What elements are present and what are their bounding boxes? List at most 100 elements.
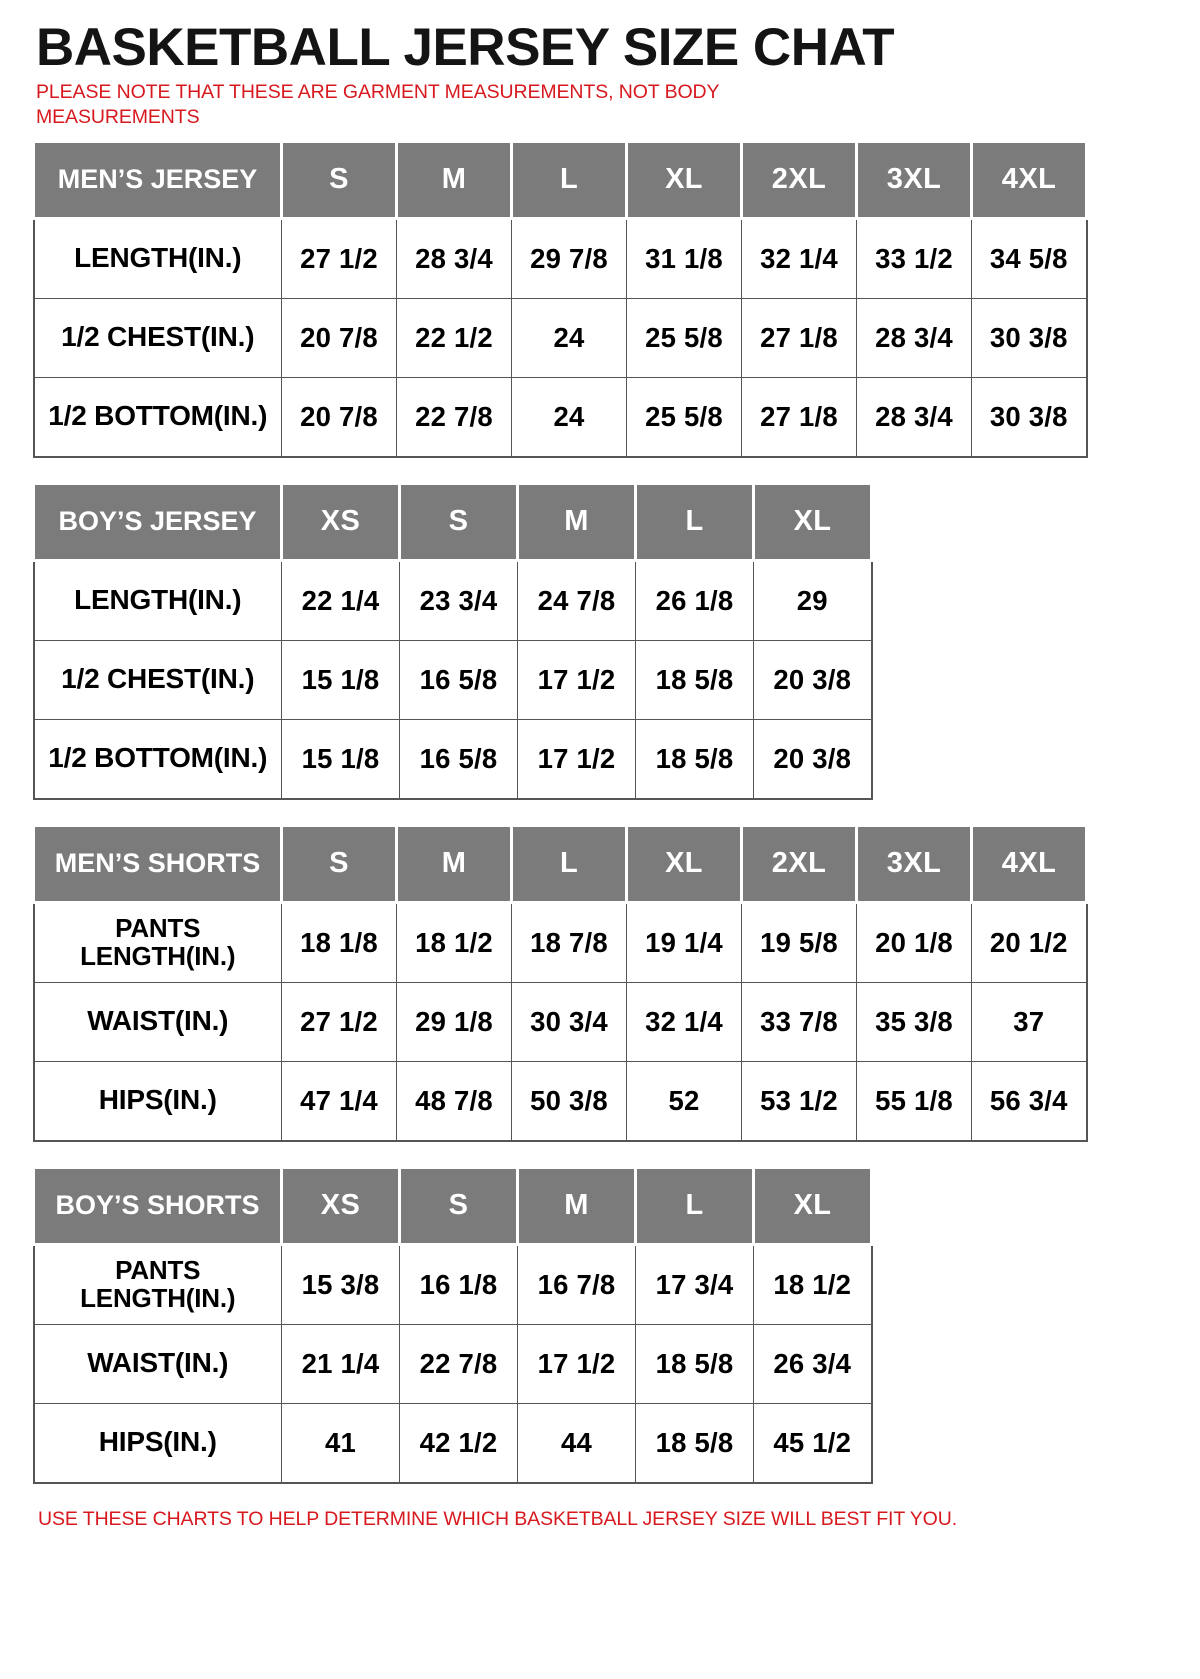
measurement-cell: 26 3/4 (753, 1323, 872, 1404)
measurement-cell: 25 5/8 (626, 297, 742, 378)
measurement-cell: 18 1/8 (281, 901, 397, 983)
measurement-cell: 32 1/4 (626, 981, 742, 1062)
measurement-row-label: LENGTH(IN.) (33, 217, 282, 299)
table-row: LENGTH(IN.) 22 1/4 23 3/4 24 7/8 26 1/8 29 (33, 559, 872, 641)
measurement-note: PLEASE NOTE THAT THESE ARE GARMENT MEASU… (36, 80, 720, 128)
measurement-cell: 16 5/8 (399, 639, 518, 720)
measurement-row-label: 1/2 BOTTOM(IN.) (33, 718, 282, 800)
measurement-cell: 17 1/2 (517, 639, 636, 720)
table-row: LENGTH(IN.) 27 1/2 28 3/4 29 7/8 31 1/8 32 1/… (33, 217, 1087, 299)
measurement-cell: 17 1/2 (517, 718, 636, 800)
table-row: 1/2 CHEST(IN.) 20 7/8 22 1/2 24 25 5/8 27 1/8… (33, 297, 1087, 378)
table-row: 1/2 CHEST(IN.) 15 1/8 16 5/8 17 1/2 18 5/8 20… (33, 639, 872, 720)
size-column-header-l: L (634, 1165, 755, 1246)
measurement-row-label: HIPS(IN.) (33, 1060, 282, 1142)
measurement-cell: 21 1/4 (281, 1323, 400, 1404)
measurement-cell: 18 5/8 (635, 1323, 754, 1404)
measurement-cell: 30 3/8 (971, 376, 1087, 458)
measurement-cell: 29 7/8 (511, 217, 627, 299)
measurement-cell: 37 (971, 981, 1087, 1062)
measurement-cell: 24 7/8 (517, 559, 636, 641)
table-row: 1/2 BOTTOM(IN.) 20 7/8 22 7/8 24 25 5/8 27 1/… (33, 376, 1087, 458)
measurement-cell: 19 1/4 (626, 901, 742, 983)
table-corner-label: MEN’S JERSEY (32, 139, 283, 220)
measurement-cell: 20 1/8 (856, 901, 972, 983)
measurement-cell: 42 1/2 (399, 1402, 518, 1484)
size-column-header-xl: XL (752, 1165, 873, 1246)
size-column-header-m: M (395, 139, 513, 220)
measurement-cell: 29 1/8 (396, 981, 512, 1062)
measurement-cell: 29 (753, 559, 872, 641)
measurement-cell: 27 1/2 (281, 981, 397, 1062)
measurement-cell: 33 7/8 (741, 981, 857, 1062)
measurement-cell: 52 (626, 1060, 742, 1142)
table-row: HIPS(IN.) 47 1/4 48 7/8 50 3/8 52 53 1/2 55 1/… (33, 1060, 1087, 1142)
table-row: WAIST(IN.) 21 1/4 22 7/8 17 1/2 18 5/8 26 3/4 (33, 1323, 872, 1404)
measurement-cell: 41 (281, 1402, 400, 1484)
measurement-cell: 16 5/8 (399, 718, 518, 800)
table-row: PANTS LENGTH(IN.) 15 3/8 16 1/8 16 7/8 17 3/4… (33, 1243, 872, 1325)
size-column-header-l: L (510, 823, 628, 904)
table-corner-label: BOY’S SHORTS (32, 1165, 283, 1246)
measurement-cell: 26 1/8 (635, 559, 754, 641)
measurement-cell: 22 1/2 (396, 297, 512, 378)
measurement-cell: 28 3/4 (856, 297, 972, 378)
table-row: PANTS LENGTH(IN.) 18 1/8 18 1/2 18 7/8 19 1/4… (33, 901, 1087, 983)
table-header-row: MEN’S SHORTS S M L XL 2XL 3XL 4XL (32, 823, 1088, 904)
measurement-cell: 27 1/2 (281, 217, 397, 299)
size-column-header-xl: XL (625, 823, 743, 904)
measurement-cell: 22 7/8 (399, 1323, 518, 1404)
measurement-cell: 22 1/4 (281, 559, 400, 641)
table-corner-label: MEN’S SHORTS (32, 823, 283, 904)
measurement-cell: 30 3/8 (971, 297, 1087, 378)
measurement-cell: 28 3/4 (396, 217, 512, 299)
measurement-row-label: PANTS LENGTH(IN.) (33, 901, 282, 983)
measurement-cell: 15 1/8 (281, 639, 400, 720)
measurement-cell: 30 3/4 (511, 981, 627, 1062)
measurement-cell: 16 1/8 (399, 1243, 518, 1325)
footer-note: USE THESE CHARTS TO HELP DETERMINE WHICH… (38, 1507, 958, 1530)
table-row: WAIST(IN.) 27 1/2 29 1/8 30 3/4 32 1/4 33 7/8… (33, 981, 1087, 1062)
size-column-header-l: L (510, 139, 628, 220)
measurement-cell: 18 5/8 (635, 718, 754, 800)
measurement-cell: 56 3/4 (971, 1060, 1087, 1142)
size-column-header-3xl: 3XL (855, 139, 973, 220)
table-row: 1/2 BOTTOM(IN.) 15 1/8 16 5/8 17 1/2 18 5/8 2… (33, 718, 872, 800)
table-mens-shorts: MEN’S SHORTS S M L XL 2XL 3XL 4XL PANTS LENGTH(IN… (32, 823, 1088, 1142)
measurement-row-label: PANTS LENGTH(IN.) (33, 1243, 282, 1325)
size-column-header-m: M (516, 481, 637, 562)
measurement-cell: 20 1/2 (971, 901, 1087, 983)
measurement-cell: 53 1/2 (741, 1060, 857, 1142)
size-column-header-s: S (280, 823, 398, 904)
table-header-row: BOY’S JERSEY XS S M L XL (32, 481, 873, 562)
measurement-cell: 27 1/8 (741, 297, 857, 378)
measurement-cell: 20 7/8 (281, 297, 397, 378)
measurement-cell: 25 5/8 (626, 376, 742, 458)
size-column-header-m: M (395, 823, 513, 904)
row-label-line-1: PANTS (115, 913, 201, 943)
measurement-cell: 15 3/8 (281, 1243, 400, 1325)
measurement-cell: 17 3/4 (635, 1243, 754, 1325)
measurement-cell: 20 3/8 (753, 718, 872, 800)
measurement-row-label: HIPS(IN.) (33, 1402, 282, 1484)
measurement-row-label: WAIST(IN.) (33, 981, 282, 1062)
size-column-header-s: S (280, 139, 398, 220)
measurement-cell: 47 1/4 (281, 1060, 397, 1142)
size-column-header-m: M (516, 1165, 637, 1246)
measurement-row-label: 1/2 CHEST(IN.) (33, 297, 282, 378)
table-header-row: BOY’S SHORTS XS S M L XL (32, 1165, 873, 1246)
size-column-header-s: S (398, 481, 519, 562)
measurement-cell: 31 1/8 (626, 217, 742, 299)
measurement-cell: 28 3/4 (856, 376, 972, 458)
measurement-cell: 45 1/2 (753, 1402, 872, 1484)
table-boys-shorts: BOY’S SHORTS XS S M L XL PANTS LENGTH(IN.) 15 3/… (32, 1165, 873, 1484)
size-column-header-2xl: 2XL (740, 823, 858, 904)
measurement-cell: 23 3/4 (399, 559, 518, 641)
size-column-header-xl: XL (625, 139, 743, 220)
measurement-cell: 18 7/8 (511, 901, 627, 983)
table-row: HIPS(IN.) 41 42 1/2 44 18 5/8 45 1/2 (33, 1402, 872, 1484)
measurement-cell: 35 3/8 (856, 981, 972, 1062)
measurement-cell: 50 3/8 (511, 1060, 627, 1142)
measurement-cell: 18 5/8 (635, 1402, 754, 1484)
